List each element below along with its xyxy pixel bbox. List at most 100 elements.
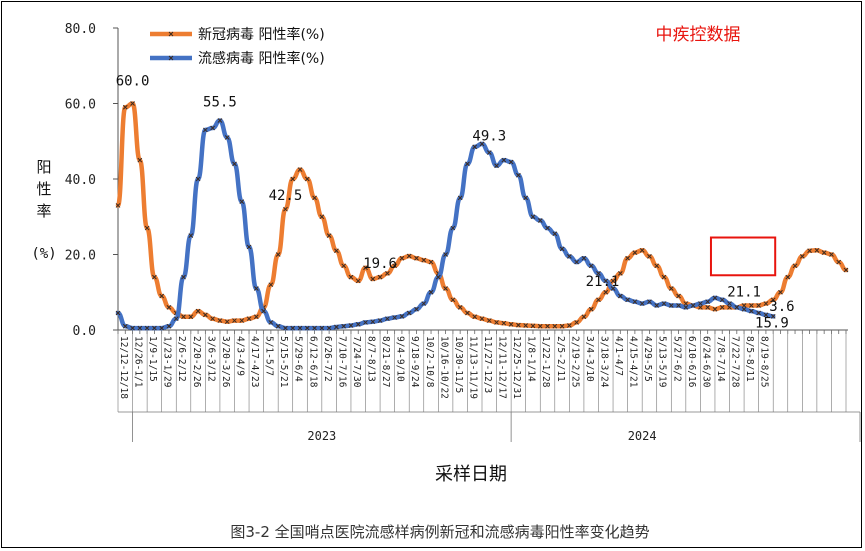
data-point — [756, 303, 761, 308]
data-point — [166, 323, 172, 329]
data-point — [283, 325, 288, 331]
data-label: 60.0 — [116, 74, 150, 90]
data-point — [610, 286, 616, 291]
data-point — [472, 144, 478, 150]
x-tick-label: 4/15-4/21 — [628, 336, 639, 388]
data-point — [195, 308, 201, 314]
data-point — [676, 293, 681, 299]
x-tick-label: 4/3-4/9 — [234, 336, 245, 376]
data-point — [224, 319, 230, 325]
data-point — [406, 253, 412, 259]
data-point — [523, 323, 529, 328]
data-point — [399, 314, 405, 319]
legend-marker — [168, 55, 174, 61]
data-point — [319, 325, 325, 331]
data-point — [486, 150, 492, 155]
data-point — [144, 325, 150, 331]
data-point — [290, 325, 296, 331]
data-point — [537, 323, 543, 329]
data-point — [632, 299, 638, 305]
data-point — [668, 286, 674, 291]
y-axis-title: 阳 性 率 (%) — [31, 158, 56, 262]
data-point — [472, 314, 478, 320]
data-point — [508, 159, 514, 165]
data-point — [392, 263, 397, 269]
data-point — [392, 315, 397, 320]
data-point — [443, 252, 448, 257]
x-tick-label: 5/29-6/4 — [293, 336, 304, 382]
data-point — [370, 319, 376, 325]
data-point — [763, 312, 769, 318]
data-point — [734, 304, 740, 310]
data-point — [814, 247, 820, 253]
data-point — [326, 233, 332, 238]
x-tick-label: 8/21-8/27 — [380, 336, 391, 387]
data-point — [668, 303, 674, 308]
x-tick-label: 9/18-9/24 — [409, 336, 420, 388]
data-point — [385, 271, 390, 276]
data-point — [239, 199, 245, 205]
data-point — [122, 104, 128, 110]
x-tick-label: 2/19-2/25 — [569, 336, 580, 387]
data-point — [807, 248, 812, 254]
data-point — [152, 274, 157, 280]
data-point — [661, 301, 667, 306]
data-point — [676, 303, 681, 308]
svg-text:阳: 阳 — [36, 158, 51, 176]
data-point — [152, 325, 157, 331]
data-point — [596, 297, 601, 303]
data-point — [355, 321, 361, 327]
x-tick-label: 12/26-1/1 — [133, 336, 144, 388]
data-point — [567, 254, 572, 259]
data-point — [159, 325, 165, 331]
x-tick-label: 2/6-2/12 — [176, 336, 187, 382]
data-point — [232, 161, 237, 167]
data-point — [617, 293, 623, 299]
data-point — [232, 318, 237, 323]
data-label: 42.5 — [269, 188, 303, 204]
data-point — [428, 289, 434, 295]
data-point — [370, 276, 376, 282]
year-label: 2023 — [307, 429, 336, 443]
data-point — [334, 324, 339, 330]
data-point — [625, 255, 630, 261]
data-label: 19.6 — [363, 256, 397, 272]
data-point — [268, 282, 274, 288]
data-label: 15.9 — [755, 316, 789, 332]
x-tick-label: 1/9-1/15 — [147, 336, 158, 382]
data-point — [159, 293, 165, 299]
x-tick-label: 5/27-6/2 — [671, 336, 682, 382]
data-point — [836, 259, 842, 265]
data-label: 49.3 — [472, 129, 506, 145]
data-point — [596, 271, 601, 276]
x-tick-label: 8/19-8/25 — [759, 336, 770, 387]
data-label: 3.6 — [769, 299, 794, 315]
legend: 新冠病毒 阳性率(%) 流感病毒 阳性率(%) — [150, 26, 325, 67]
data-point — [144, 225, 150, 231]
data-point — [297, 325, 303, 331]
data-point — [239, 318, 245, 323]
data-point — [545, 225, 550, 231]
data-point — [275, 323, 281, 329]
x-tick-label: 11/27-12/3 — [482, 336, 493, 393]
data-point — [581, 314, 587, 320]
data-point — [341, 323, 347, 329]
data-point — [334, 248, 339, 254]
data-point — [690, 303, 696, 308]
x-axis-ticks: 12/12-12/18 12/26-1/1 1/9-1/15 1/23-1/29 2/6… — [117, 330, 861, 443]
x-tick-label: 7/8-7/14 — [715, 336, 726, 382]
data-point — [428, 259, 434, 265]
data-point — [181, 314, 186, 320]
data-point — [683, 304, 689, 310]
data-point — [639, 301, 645, 306]
series-0 — [115, 101, 849, 329]
data-point — [501, 157, 507, 163]
x-tick-label: 7/22-7/28 — [730, 336, 741, 388]
x-tick-label: 1/23-1/29 — [162, 336, 173, 388]
data-label: 21.1 — [727, 284, 761, 300]
data-point — [355, 278, 361, 284]
data-labels: 60.0 55.5 42.5 19.6 49.3 21.1 21.1 15.93.6 — [116, 74, 795, 332]
data-point — [421, 257, 427, 263]
